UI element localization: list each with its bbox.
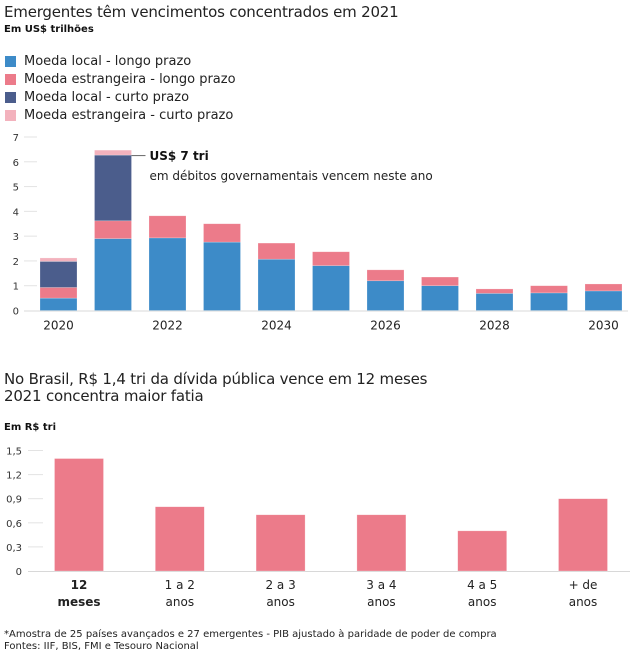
chart2-subtitle: 2021 concentra maior fatia (4, 387, 204, 405)
x-tick-label-line2: meses (57, 595, 100, 609)
bar-segment (94, 154, 132, 222)
chart1-unit-label: Em US$ trilhões (4, 24, 94, 35)
x-tick-label: 2026 (370, 319, 401, 333)
legend-swatch (5, 55, 16, 67)
annotation-text: em débitos governamentais vencem neste a… (150, 169, 433, 183)
footer-sources: Fontes: IIF, BIS, FMI e Tesouro Nacional (4, 641, 199, 652)
x-tick-label: 2022 (152, 319, 183, 333)
chart2-unit-label: Em R$ tri (4, 422, 57, 433)
annotation-title: US$ 7 tri (150, 149, 209, 163)
bar-segment (421, 276, 459, 287)
bar-segment (257, 258, 296, 311)
x-tick-label-line1: 3 a 4 (366, 578, 396, 592)
bar-segment (312, 251, 350, 266)
legend-label: Moeda local - longo prazo (24, 53, 192, 69)
bar (54, 458, 104, 572)
chart1-plot: 0 1 2 3 4 5 6 7 2020 2022 2024 2026 2028 2030 US$ 7 tr… (13, 133, 628, 333)
bar-segment (421, 285, 459, 311)
y-tick-label: 2 (13, 257, 19, 268)
bar (255, 514, 306, 572)
legend-swatch (5, 73, 16, 85)
x-tick-label: 2024 (261, 319, 292, 333)
bar-segment (203, 241, 241, 311)
bar (558, 498, 608, 572)
bar-segment (39, 261, 78, 288)
y-tick-label: 1 (13, 282, 19, 293)
y-tick-label: 1,5 (6, 447, 22, 458)
x-tick-label-line2: anos (569, 595, 598, 609)
y-tick-label: 0,9 (6, 495, 22, 506)
bar-segment (475, 288, 514, 294)
x-tick-label-line2: anos (367, 595, 396, 609)
bar-segment (148, 237, 187, 311)
y-tick-label: 1,2 (6, 471, 22, 482)
legend-swatch (5, 91, 16, 103)
legend-swatch (5, 109, 16, 121)
bar (155, 506, 205, 572)
bar-segment (312, 265, 350, 311)
bar (457, 530, 508, 572)
y-tick-label: 0 (13, 307, 19, 318)
x-tick-label-line2: anos (266, 595, 295, 609)
x-tick-label-line1: 12 (71, 578, 88, 592)
legend-label: Moeda local - curto prazo (24, 89, 190, 105)
x-tick-label-line2: anos (468, 595, 497, 609)
bar-segment (584, 283, 623, 292)
x-tick-label: 2028 (479, 319, 510, 333)
chart1-legend: Moeda local - longo prazo Moeda estrange… (5, 52, 236, 124)
legend-item: Moeda local - curto prazo (5, 88, 236, 106)
legend-label: Moeda estrangeira - curto prazo (24, 107, 234, 123)
bar-segment (366, 280, 405, 311)
x-tick-label-line2: anos (166, 595, 195, 609)
chart2-plot: 0 0,3 0,6 0,9 1,2 1,5 12 meses 1 a 2 anos 2 a 3 ano… (6, 447, 630, 609)
legend-label: Moeda estrangeira - longo prazo (24, 71, 236, 87)
bar-segment (148, 215, 187, 239)
bar (356, 514, 407, 572)
y-tick-label: 0,6 (6, 519, 22, 530)
legend-item: Moeda estrangeira - longo prazo (5, 70, 236, 88)
x-tick-label-line1: + de (569, 578, 598, 592)
y-tick-label: 4 (13, 207, 19, 218)
bar-segment (94, 238, 132, 311)
y-tick-label: 0 (16, 567, 22, 578)
y-tick-label: 6 (13, 158, 19, 169)
y-tick-label: 5 (13, 183, 19, 194)
bar-segment (257, 242, 296, 260)
x-tick-label-line1: 2 a 3 (265, 578, 295, 592)
y-tick-label: 0,3 (6, 543, 22, 554)
bar-segment (366, 269, 405, 282)
legend-item: Moeda local - longo prazo (5, 52, 236, 70)
bar-segment (530, 285, 568, 294)
chart1-title: Emergentes têm vencimentos concentrados … (4, 3, 399, 21)
x-tick-label: 2030 (588, 319, 619, 333)
bar-segment (203, 223, 241, 243)
y-tick-label: 3 (13, 232, 19, 243)
chart2-title: No Brasil, R$ 1,4 tri da dívida pública … (4, 370, 428, 388)
bar-segment (94, 149, 132, 156)
x-tick-label-line1: 4 a 5 (467, 578, 497, 592)
legend-item: Moeda estrangeira - curto prazo (5, 106, 236, 124)
x-tick-label: 2020 (43, 319, 74, 333)
x-tick-label-line1: 1 a 2 (165, 578, 195, 592)
y-tick-label: 7 (13, 133, 19, 144)
footer: *Amostra de 25 países avançados e 27 eme… (4, 629, 497, 653)
bar-segment (39, 257, 78, 262)
footer-note: *Amostra de 25 países avançados e 27 eme… (4, 629, 497, 640)
